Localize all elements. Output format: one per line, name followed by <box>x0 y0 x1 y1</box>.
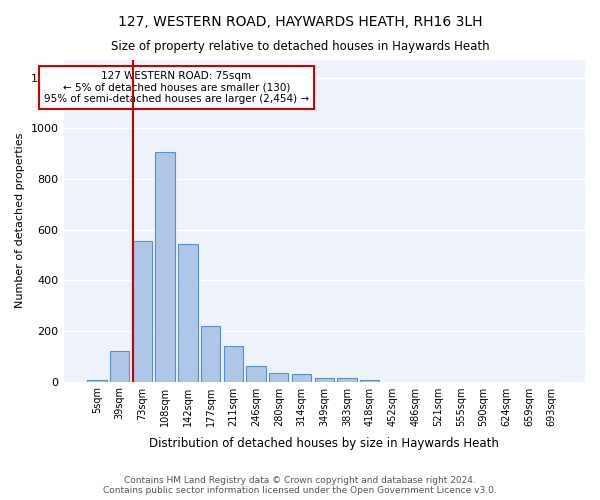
Bar <box>360 380 379 382</box>
Bar <box>110 351 130 382</box>
Text: 127 WESTERN ROAD: 75sqm
← 5% of detached houses are smaller (130)
95% of semi-de: 127 WESTERN ROAD: 75sqm ← 5% of detached… <box>44 70 309 104</box>
Bar <box>133 241 152 382</box>
Text: Size of property relative to detached houses in Haywards Heath: Size of property relative to detached ho… <box>110 40 490 53</box>
X-axis label: Distribution of detached houses by size in Haywards Heath: Distribution of detached houses by size … <box>149 437 499 450</box>
Bar <box>155 152 175 382</box>
Bar <box>87 380 107 382</box>
Bar <box>201 326 220 382</box>
Bar <box>247 366 266 382</box>
Text: Contains HM Land Registry data © Crown copyright and database right 2024.
Contai: Contains HM Land Registry data © Crown c… <box>103 476 497 495</box>
Bar <box>292 374 311 382</box>
Text: 127, WESTERN ROAD, HAYWARDS HEATH, RH16 3LH: 127, WESTERN ROAD, HAYWARDS HEATH, RH16 … <box>118 15 482 29</box>
Bar <box>269 372 289 382</box>
Y-axis label: Number of detached properties: Number of detached properties <box>15 133 25 308</box>
Bar <box>314 378 334 382</box>
Bar <box>178 244 197 382</box>
Bar <box>224 346 243 382</box>
Bar <box>337 378 356 382</box>
